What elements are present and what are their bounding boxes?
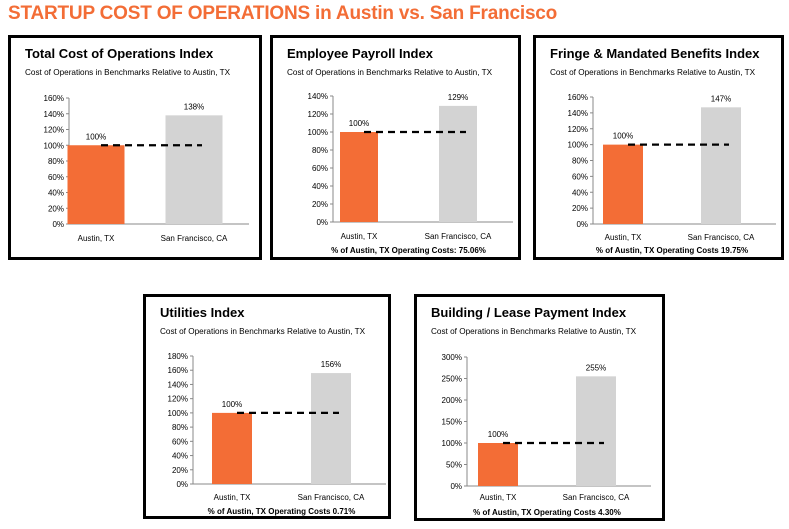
bar-san-francisco — [701, 107, 741, 224]
chart-title: Total Cost of Operations Index — [25, 46, 214, 61]
x-category-label: San Francisco, CA — [688, 233, 755, 242]
x-category-label: San Francisco, CA — [161, 234, 228, 243]
chart-panel-total-cost: Total Cost of Operations Index Cost of O… — [8, 35, 262, 260]
x-category-label: San Francisco, CA — [425, 232, 492, 241]
bar-value-label: 100% — [222, 400, 242, 409]
y-tick-label: 250% — [442, 375, 462, 384]
chart-title: Utilities Index — [160, 305, 245, 320]
chart-subtitle: Cost of Operations in Benchmarks Relativ… — [550, 68, 756, 77]
y-tick-label: 50% — [446, 461, 462, 470]
chart-title: Employee Payroll Index — [287, 46, 433, 61]
bar-value-label: 129% — [448, 93, 468, 102]
y-tick-label: 140% — [568, 109, 588, 118]
bar-chart: 0% 20% 40% 60% 80% 100% 120% 140% 160% 100% Austin… — [44, 94, 249, 243]
bar-value-label: 100% — [86, 132, 106, 141]
y-tick-label: 300% — [442, 353, 462, 362]
chart-title: Building / Lease Payment Index — [431, 305, 627, 320]
x-category-label: Austin, TX — [214, 493, 251, 502]
bar-value-label: 100% — [349, 119, 369, 128]
chart-title: Fringe & Mandated Benefits Index — [550, 46, 760, 61]
y-tick-label: 120% — [168, 395, 188, 404]
chart-footnote: % of Austin, TX Operating Costs 19.75% — [596, 246, 748, 255]
y-tick-label: 40% — [572, 188, 588, 197]
y-tick-label: 80% — [572, 157, 588, 166]
bar-value-label: 100% — [613, 132, 633, 141]
chart-subtitle: Cost of Operations in Benchmarks Relativ… — [160, 327, 366, 336]
x-category-label: Austin, TX — [605, 233, 642, 242]
bar-austin — [67, 145, 125, 224]
y-tick-label: 0% — [576, 220, 588, 229]
y-tick-label: 0% — [450, 482, 462, 491]
y-tick-label: 160% — [44, 94, 64, 103]
y-tick-label: 120% — [308, 110, 328, 119]
bar-san-francisco — [165, 115, 223, 224]
bar-austin — [603, 144, 643, 224]
bar-chart: 0% 20% 40% 60% 80% 100% 120% 140% 100% Austin, TX… — [308, 92, 513, 255]
y-tick-label: 60% — [48, 173, 64, 182]
y-tick-label: 20% — [172, 466, 188, 475]
bar-value-label: 147% — [711, 94, 731, 103]
y-tick-label: 140% — [168, 380, 188, 389]
bar-chart: 0% 20% 40% 60% 80% 100% 120% 140% 160% 180% 100% Au… — [168, 352, 386, 516]
bar-chart: 0% 50% 100% 150% 200% 250% 300% 100% Austin, TX 2… — [442, 353, 651, 517]
bar-san-francisco — [311, 373, 351, 484]
y-tick-label: 140% — [308, 92, 328, 101]
y-tick-label: 60% — [312, 164, 328, 173]
y-tick-label: 60% — [572, 172, 588, 181]
y-tick-label: 120% — [44, 126, 64, 135]
y-tick-label: 160% — [168, 366, 188, 375]
chart-subtitle: Cost of Operations in Benchmarks Relativ… — [25, 68, 231, 77]
y-tick-label: 20% — [312, 200, 328, 209]
y-tick-label: 150% — [442, 418, 462, 427]
y-tick-label: 100% — [308, 128, 328, 137]
x-category-label: Austin, TX — [78, 234, 115, 243]
y-tick-label: 100% — [568, 141, 588, 150]
chart-subtitle: Cost of Operations in Benchmarks Relativ… — [287, 68, 493, 77]
y-tick-label: 60% — [172, 437, 188, 446]
y-tick-label: 40% — [48, 189, 64, 198]
y-tick-label: 20% — [48, 204, 64, 213]
chart-panel-employee-payroll: Employee Payroll Index Cost of Operation… — [270, 35, 521, 260]
chart-footnote: % of Austin, TX Operating Costs 4.30% — [473, 508, 621, 517]
bar-chart: 0% 20% 40% 60% 80% 100% 120% 140% 160% 100% Austin… — [568, 93, 776, 255]
y-tick-label: 80% — [172, 423, 188, 432]
bar-san-francisco — [576, 376, 616, 486]
bar-san-francisco — [439, 105, 477, 222]
y-tick-label: 40% — [172, 452, 188, 461]
chart-footnote: % of Austin, TX Operating Costs: 75.06% — [331, 246, 486, 255]
chart-footnote: % of Austin, TX Operating Costs 0.71% — [208, 507, 356, 516]
bar-value-label: 138% — [184, 102, 204, 111]
y-tick-label: 80% — [48, 157, 64, 166]
bar-austin — [340, 132, 378, 222]
x-category-label: Austin, TX — [480, 493, 517, 502]
y-tick-label: 120% — [568, 125, 588, 134]
chart-panel-building-lease: Building / Lease Payment Index Cost of O… — [414, 294, 665, 521]
x-category-label: Austin, TX — [341, 232, 378, 241]
y-tick-label: 100% — [442, 439, 462, 448]
bar-value-label: 100% — [488, 430, 508, 439]
y-tick-label: 0% — [316, 218, 328, 227]
bar-austin — [212, 412, 252, 484]
y-tick-label: 20% — [572, 204, 588, 213]
y-tick-label: 100% — [44, 141, 64, 150]
y-tick-label: 80% — [312, 146, 328, 155]
y-tick-label: 100% — [168, 409, 188, 418]
bar-value-label: 156% — [321, 360, 341, 369]
chart-subtitle: Cost of Operations in Benchmarks Relativ… — [431, 327, 637, 336]
page-title: STARTUP COST OF OPERATIONS in Austin vs.… — [8, 3, 558, 24]
y-tick-label: 180% — [168, 352, 188, 361]
x-category-label: San Francisco, CA — [298, 493, 365, 502]
chart-panel-fringe-benefits: Fringe & Mandated Benefits Index Cost of… — [533, 35, 784, 260]
bar-value-label: 255% — [586, 363, 606, 372]
bar-austin — [478, 443, 518, 486]
y-tick-label: 140% — [44, 110, 64, 119]
x-category-label: San Francisco, CA — [563, 493, 630, 502]
y-tick-label: 160% — [568, 93, 588, 102]
y-tick-label: 0% — [176, 480, 188, 489]
y-tick-label: 200% — [442, 396, 462, 405]
y-tick-label: 0% — [52, 220, 64, 229]
chart-panel-utilities: Utilities Index Cost of Operations in Be… — [143, 294, 391, 519]
y-tick-label: 40% — [312, 182, 328, 191]
